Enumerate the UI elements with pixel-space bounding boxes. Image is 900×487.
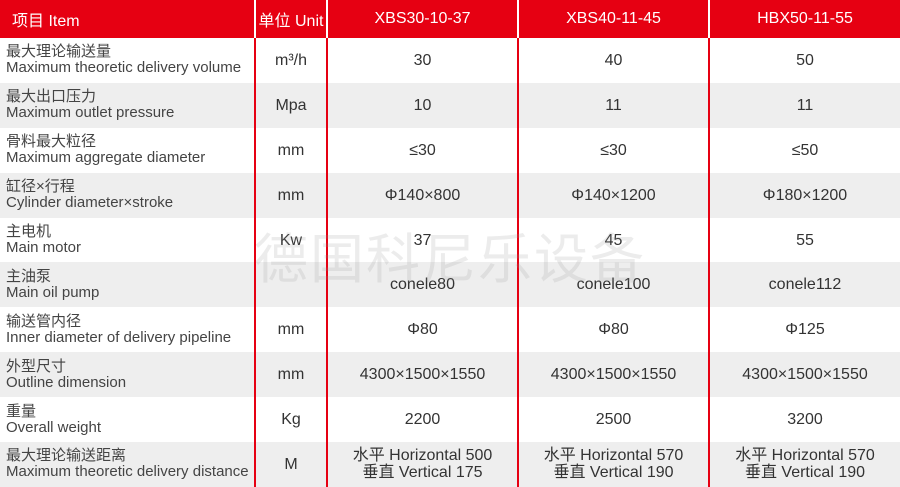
label-en: Main oil pump: [6, 283, 100, 301]
unit-cell: mm: [255, 352, 328, 398]
value-cell: 水平 Horizontal 570 垂直 Vertical 190: [709, 442, 900, 487]
value-cell: 2200: [327, 397, 519, 443]
label-cn: 缸径×行程: [6, 178, 75, 196]
label-cn: 主油泵: [6, 267, 52, 285]
value-cell: 55: [709, 217, 900, 263]
value-cell: ≤30: [327, 127, 519, 173]
spec-label: 外型尺寸 Outline dimension: [0, 352, 256, 398]
label-en: Overall weight: [6, 418, 102, 436]
spec-label: 输送管内径 Inner diameter of delivery pipeline: [0, 307, 256, 353]
label-cn: 最大理论输送距离: [6, 447, 127, 465]
table-row: 最大理论输送距离 Maximum theoretic delivery dista…: [0, 442, 900, 487]
table-row: 重量 Overall weight Kg 2200 2500 3200: [0, 397, 900, 443]
value-cell: Φ125: [709, 307, 900, 353]
spec-label: 缸径×行程 Cylinder diameter×stroke: [0, 172, 256, 218]
table-row: 主电机 Main motor Kw 37 45 55: [0, 217, 900, 263]
header-model-2: XBS40-11-45: [518, 0, 710, 38]
value-cell: conele80: [327, 262, 519, 308]
value-cell: 11: [709, 82, 900, 128]
unit-cell: Kg: [255, 397, 328, 443]
value-cell: 4300×1500×1550: [518, 352, 710, 398]
label-cn: 最大出口压力: [6, 88, 97, 106]
value-cell: 10: [327, 82, 519, 128]
label-en: Inner diameter of delivery pipeline: [6, 328, 232, 346]
table-row: 缸径×行程 Cylinder diameter×stroke mm Φ140×800 Φ…: [0, 172, 900, 218]
unit-cell: M: [255, 442, 328, 487]
unit-cell: [255, 262, 328, 308]
spec-label: 最大理论输送量 Maximum theoretic delivery volume: [0, 38, 256, 83]
label-cn: 骨料最大粒径: [6, 133, 97, 151]
label-cn: 重量: [6, 402, 37, 420]
value-cell: Φ80: [327, 307, 519, 353]
value-cell: 4300×1500×1550: [709, 352, 900, 398]
value-cell: ≤30: [518, 127, 710, 173]
spec-label: 重量 Overall weight: [0, 397, 256, 443]
value-cell: conele112: [709, 262, 900, 308]
value-cell: 30: [327, 38, 519, 83]
value-cell: Φ80: [518, 307, 710, 353]
value-cell: Φ140×1200: [518, 172, 710, 218]
value-cell: 11: [518, 82, 710, 128]
value-cell: 40: [518, 38, 710, 83]
spec-label: 最大出口压力 Maximum outlet pressure: [0, 82, 256, 128]
value-cell: 3200: [709, 397, 900, 443]
header-item: 项目 Item: [0, 0, 256, 38]
value-cell: 2500: [518, 397, 710, 443]
spec-label: 主电机 Main motor: [0, 217, 256, 263]
header-unit: 单位 Unit: [255, 0, 328, 38]
label-cn: 外型尺寸: [6, 357, 67, 375]
value-cell: 50: [709, 38, 900, 83]
unit-cell: Kw: [255, 217, 328, 263]
value-cell: conele100: [518, 262, 710, 308]
table-row: 最大出口压力 Maximum outlet pressure Mpa 10 11 11: [0, 82, 900, 128]
value-cell: 37: [327, 217, 519, 263]
label-en: Maximum theoretic delivery volume: [6, 59, 242, 77]
table-row: 外型尺寸 Outline dimension mm 4300×1500×1550 430…: [0, 352, 900, 398]
spec-label: 最大理论输送距离 Maximum theoretic delivery dista…: [0, 442, 256, 487]
label-cn: 最大理论输送量: [6, 43, 112, 61]
label-en: Maximum aggregate diameter: [6, 149, 206, 167]
value-cell: 水平 Horizontal 570 垂直 Vertical 190: [518, 442, 710, 487]
header-model-1: XBS30-10-37: [327, 0, 519, 38]
label-cn: 主电机: [6, 223, 52, 240]
table-row: 输送管内径 Inner diameter of delivery pipeline…: [0, 307, 900, 353]
value-cell: Φ180×1200: [709, 172, 900, 218]
value-cell: Φ140×800: [327, 172, 519, 218]
table-row: 最大理论输送量 Maximum theoretic delivery volume…: [0, 38, 900, 83]
spec-label: 骨料最大粒径 Maximum aggregate diameter: [0, 127, 256, 173]
unit-cell: mm: [255, 127, 328, 173]
unit-cell: mm: [255, 172, 328, 218]
value-cell: 4300×1500×1550: [327, 352, 519, 398]
label-cn: 输送管内径: [6, 312, 82, 330]
value-cell: 水平 Horizontal 500 垂直 Vertical 175: [327, 442, 519, 487]
unit-cell: m³/h: [255, 38, 328, 83]
spec-label: 主油泵 Main oil pump: [0, 262, 256, 308]
table-row: 骨料最大粒径 Maximum aggregate diameter mm ≤30 ≤30…: [0, 127, 900, 173]
unit-cell: Mpa: [255, 82, 328, 128]
label-en: Outline dimension: [6, 373, 127, 391]
value-cell: ≤50: [709, 127, 900, 173]
label-en: Main motor: [6, 239, 82, 256]
label-en: Cylinder diameter×stroke: [6, 194, 174, 212]
label-en: Maximum theoretic delivery distance: [6, 463, 249, 481]
header-model-3: HBX50-11-55: [709, 0, 900, 38]
unit-cell: mm: [255, 307, 328, 353]
value-cell: 45: [518, 217, 710, 263]
table-row: 主油泵 Main oil pump conele80 conele100 conele1…: [0, 262, 900, 308]
label-en: Maximum outlet pressure: [6, 104, 175, 122]
header-row: 项目 Item 单位 Unit XBS30-10-37 XBS40-11-45 …: [0, 0, 900, 38]
